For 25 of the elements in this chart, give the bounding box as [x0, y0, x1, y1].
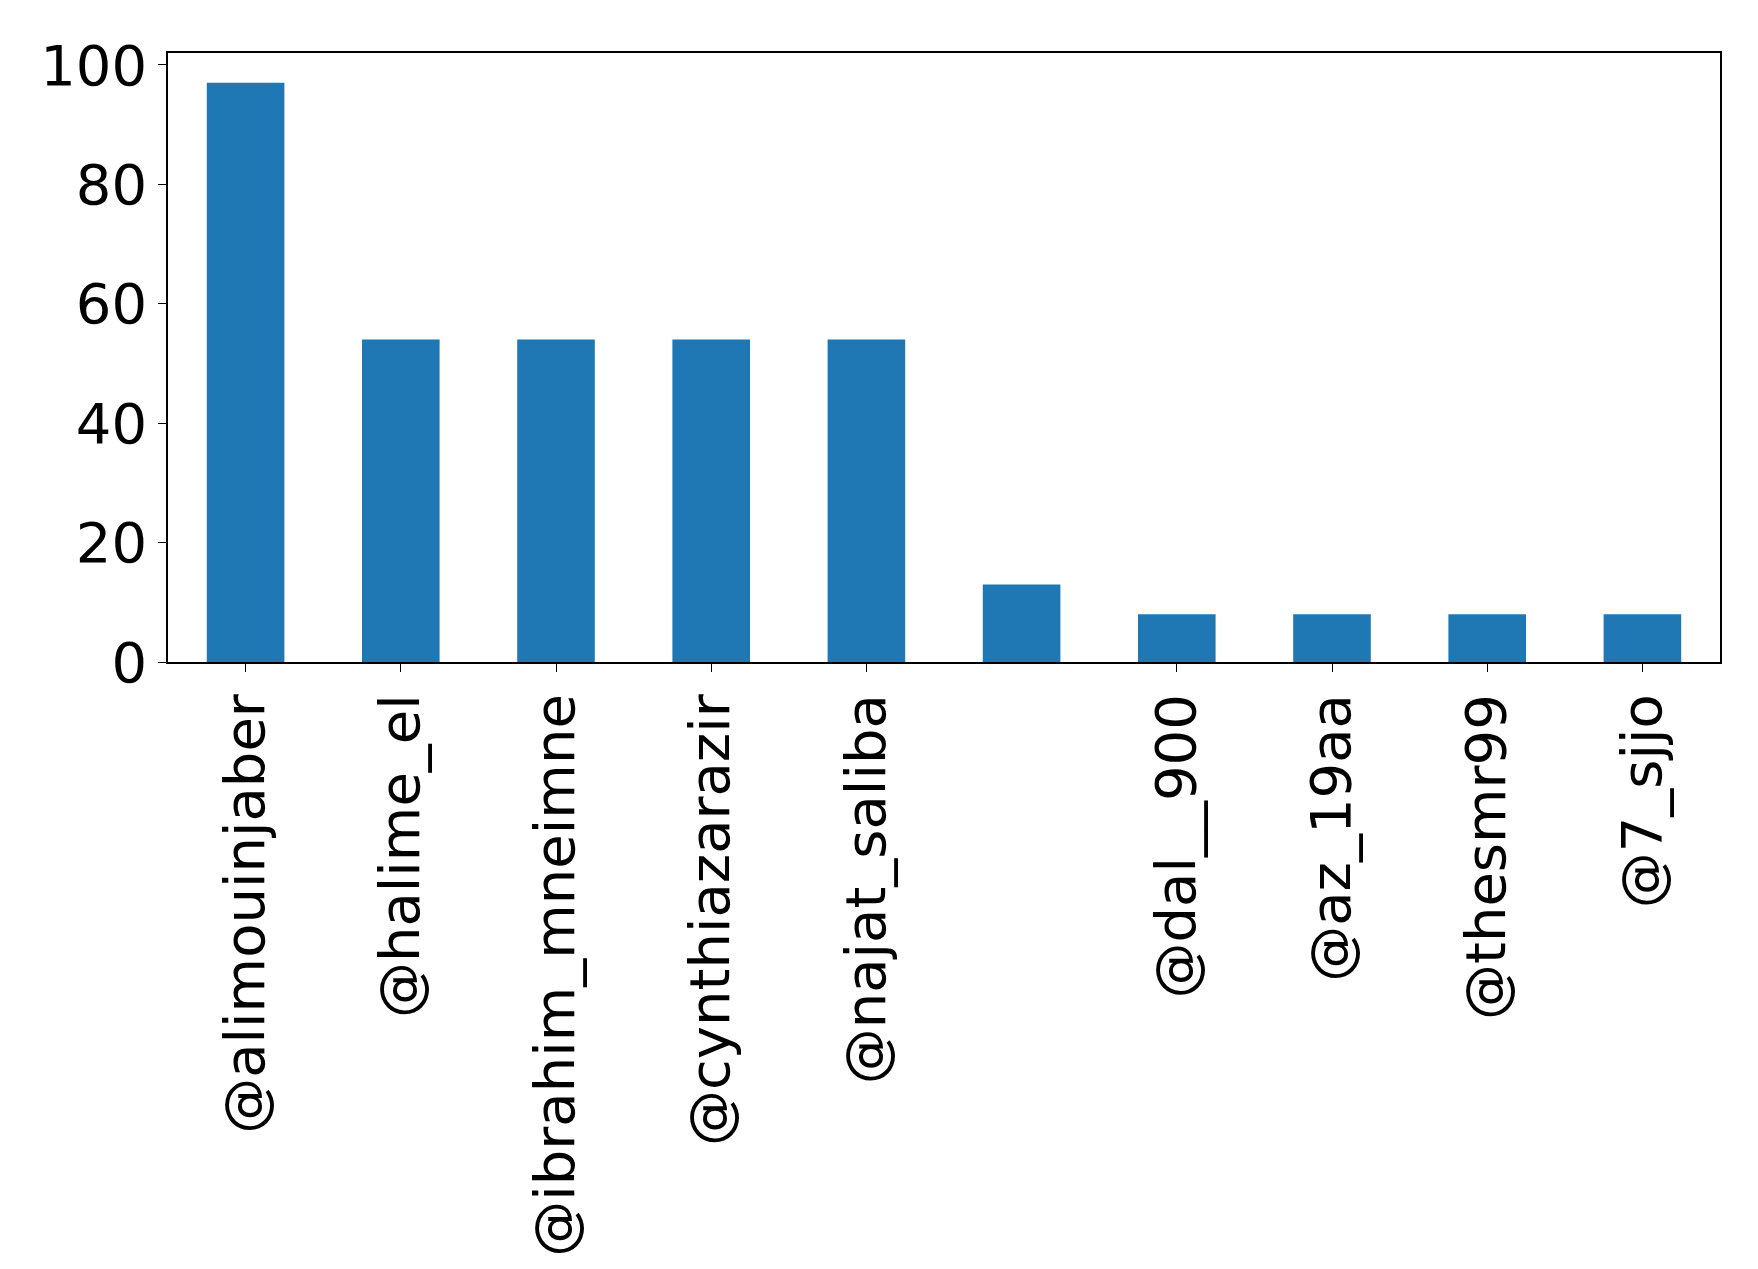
- y-tick-label: 40: [75, 390, 148, 456]
- x-tick-label: @halime_el: [367, 694, 432, 1019]
- bar: [827, 339, 906, 662]
- bar: [1603, 614, 1682, 662]
- x-tick-label: @7_sjjo: [1608, 694, 1674, 909]
- bar: [982, 584, 1061, 662]
- bar: [206, 82, 285, 662]
- x-tick-label: @az_19aa: [1298, 694, 1364, 982]
- x-tick-label: @dal__900: [1143, 694, 1208, 999]
- bar: [1448, 614, 1526, 662]
- x-tick-label: @ibrahim_mneimne: [522, 694, 588, 1257]
- y-tick-label: 20: [75, 510, 148, 576]
- y-tick-label: 60: [75, 271, 148, 337]
- bar: [672, 339, 750, 662]
- y-tick-label: 100: [40, 32, 148, 98]
- x-tick-label: @najat_saliba: [832, 694, 898, 1085]
- bar: [1293, 614, 1371, 662]
- x-tick-label: @cynthiazarazir: [677, 693, 743, 1146]
- x-tick-label: @alimouinjaber: [211, 693, 277, 1134]
- y-tick-label: 0: [111, 629, 148, 695]
- bar: [517, 339, 595, 662]
- bar: [1138, 614, 1216, 662]
- bar: [362, 339, 440, 662]
- x-tick-label: @thesmr99: [1453, 694, 1519, 1021]
- y-tick-label: 80: [75, 151, 148, 217]
